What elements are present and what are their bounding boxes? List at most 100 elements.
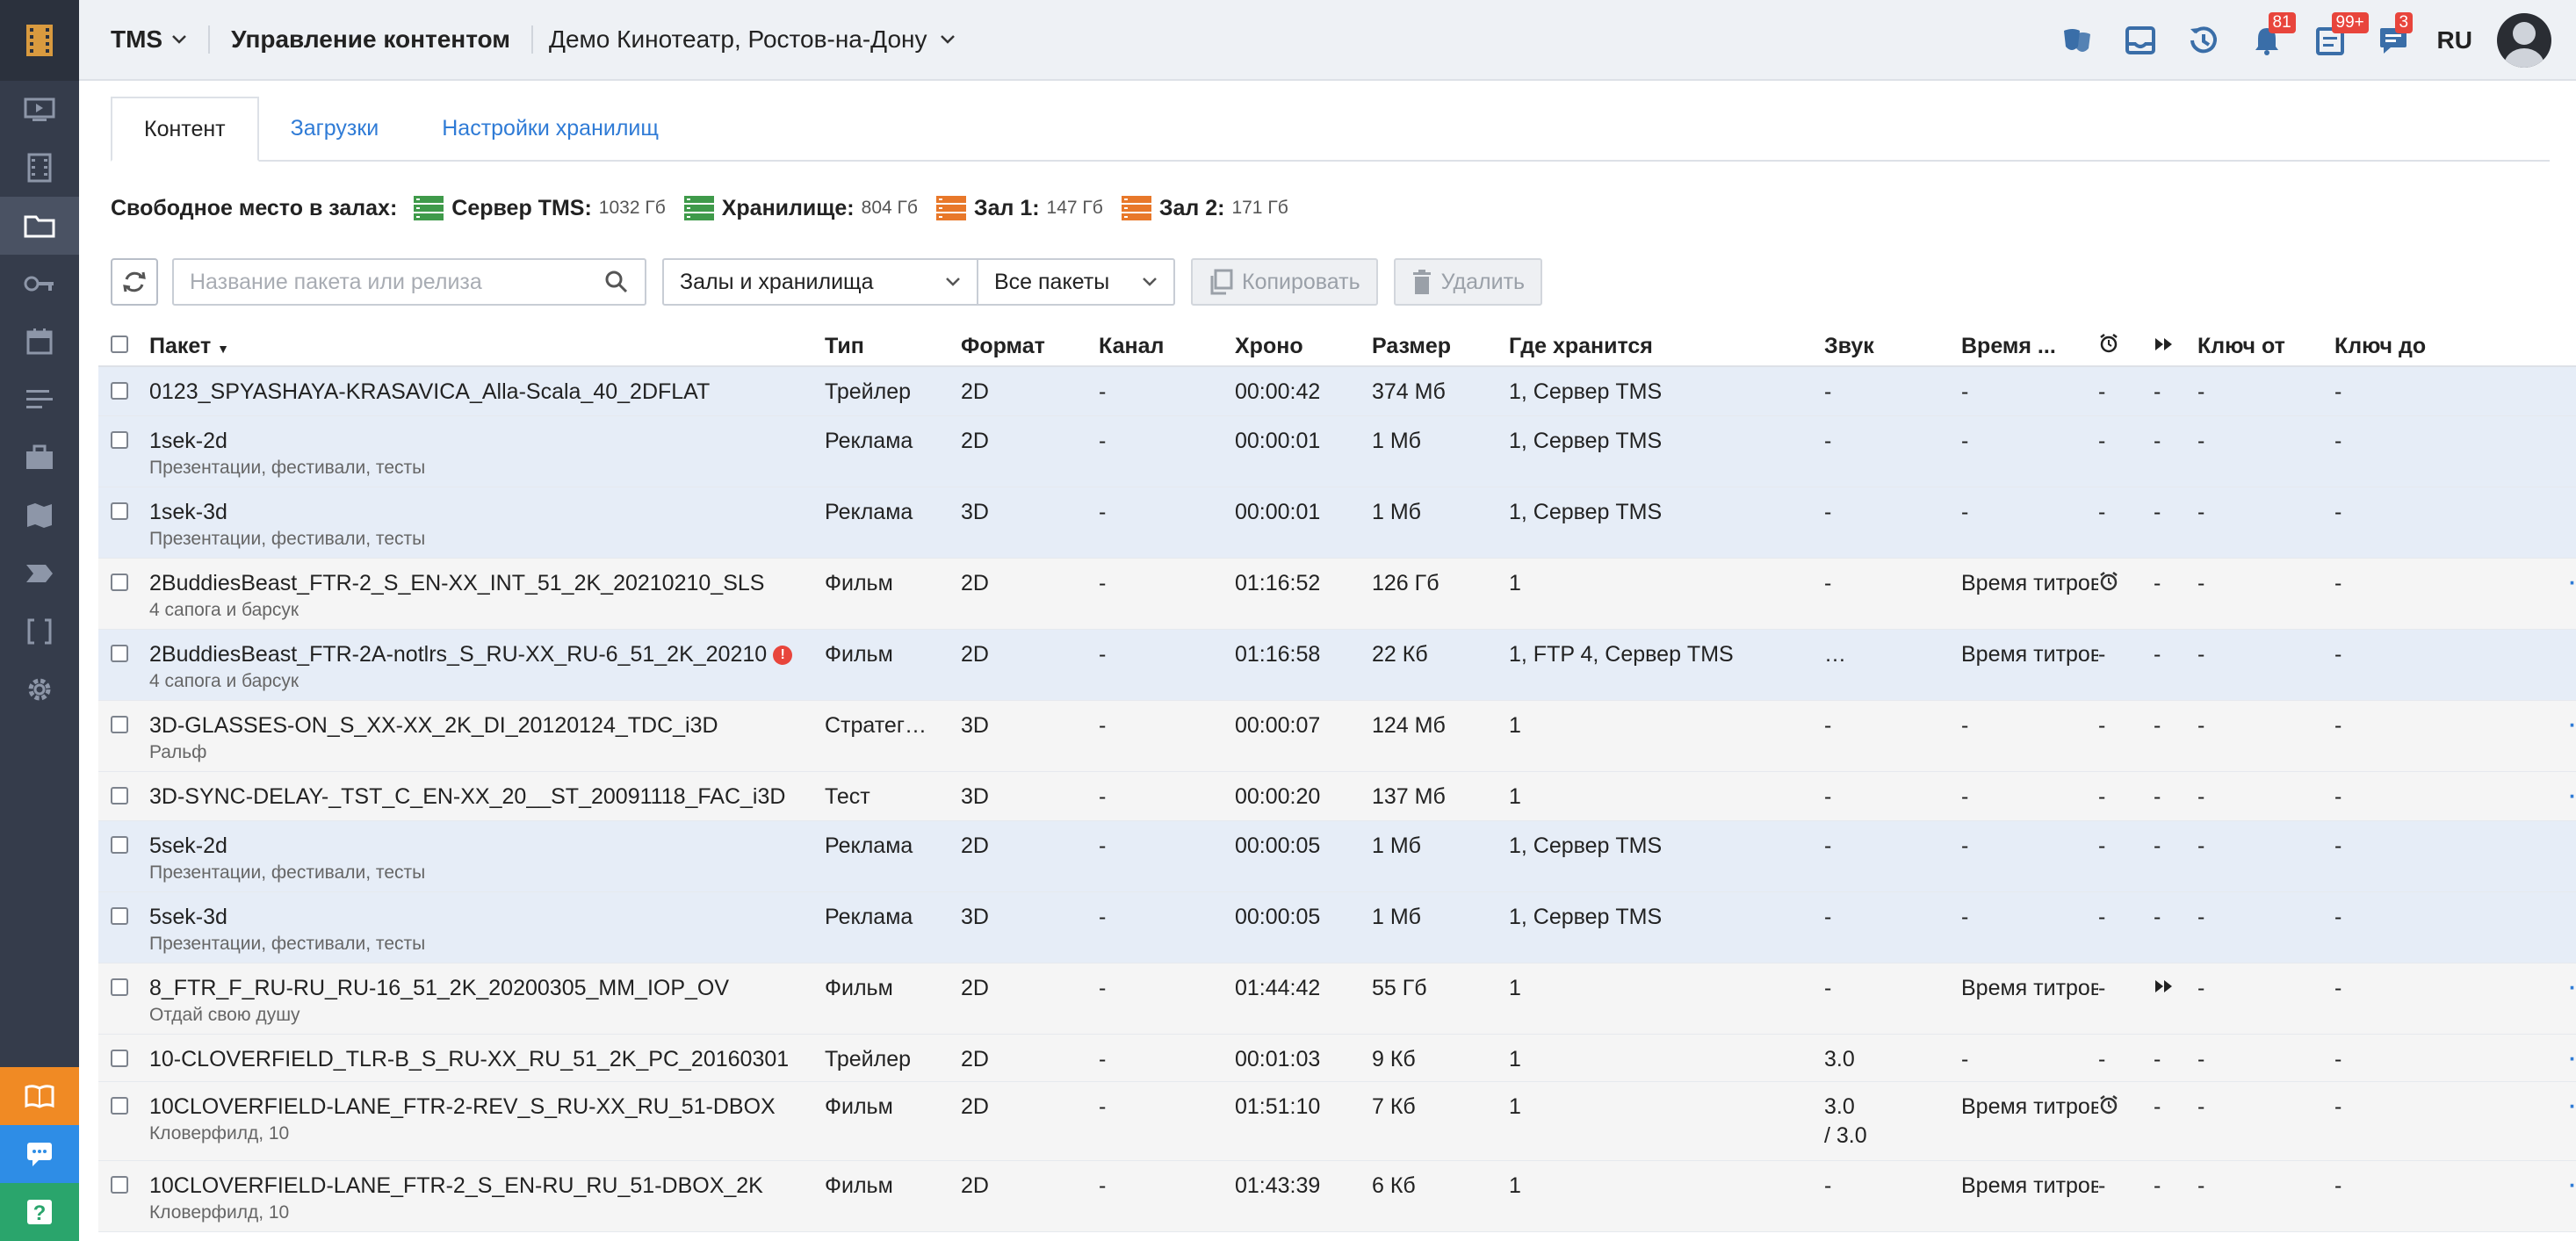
- expand-row-button[interactable]: [2471, 429, 2576, 454]
- nav-key-icon[interactable]: [0, 255, 79, 313]
- row-checkbox[interactable]: [111, 716, 128, 733]
- row-actions-button[interactable]: ···: [2471, 1094, 2576, 1120]
- question-help-icon[interactable]: ?: [0, 1183, 79, 1241]
- chat-support-icon[interactable]: [0, 1125, 79, 1183]
- col-location[interactable]: Где хранится: [1509, 333, 1653, 358]
- col-sound[interactable]: Звук: [1824, 333, 1874, 358]
- table-row[interactable]: 10CLOVERFIELD-LANE_FTR-2_S_EN-RU_RU_51-D…: [98, 1161, 2576, 1232]
- theatre-masks-icon[interactable]: [2046, 0, 2109, 81]
- row-actions-button[interactable]: ···: [2471, 571, 2576, 596]
- row-checkbox[interactable]: [111, 1176, 128, 1194]
- table-row[interactable]: 1sek-2d Презентации, фестивали, тесты Рекл…: [98, 416, 2576, 487]
- table-row[interactable]: 1sek-3d Презентации, фестивали, тесты Рекл…: [98, 487, 2576, 559]
- package-cell[interactable]: 5sek-3d Презентации, фестивали, тесты: [149, 905, 825, 955]
- table-row[interactable]: 2BuddiesBeast_FTR-2_S_EN-XX_INT_51_2K_20…: [98, 559, 2576, 630]
- table-row[interactable]: 8_FTR_F_RU-RU_RU-16_51_2K_20200305_MM_IO…: [98, 963, 2576, 1035]
- row-checkbox[interactable]: [111, 1097, 128, 1115]
- notifications-bell-icon[interactable]: 81: [2235, 0, 2298, 81]
- nav-playlist-icon[interactable]: [0, 371, 79, 429]
- row-checkbox[interactable]: [111, 645, 128, 662]
- table-row[interactable]: 10CLOVERFIELD-LANE_FTR-2-REV_S_RU-XX_RU_…: [98, 1082, 2576, 1161]
- inbox-icon[interactable]: [2109, 0, 2172, 81]
- tab-storage-settings[interactable]: Настройки хранилищ: [442, 115, 659, 141]
- nav-case-icon[interactable]: [0, 429, 79, 487]
- nav-brackets-icon[interactable]: [0, 602, 79, 660]
- copy-button[interactable]: Копировать: [1191, 258, 1378, 306]
- tab-content[interactable]: Контент: [111, 97, 259, 162]
- table-row[interactable]: 10-CLOVERFIELD_TLR-B_S_RU-XX_RU_51_2K_PC…: [98, 1035, 2576, 1082]
- row-checkbox[interactable]: [111, 907, 128, 925]
- package-cell[interactable]: 10CLOVERFIELD-LANE_FTR-2_S_EN-RU_RU_51-D…: [149, 1173, 825, 1223]
- search-icon[interactable]: [604, 270, 629, 294]
- row-checkbox[interactable]: [111, 382, 128, 400]
- table-row[interactable]: 5sek-3d Презентации, фестивали, тесты Рекл…: [98, 892, 2576, 963]
- package-cell[interactable]: 2BuddiesBeast_FTR-2A-notlrs_S_RU-XX_RU-6…: [149, 642, 825, 692]
- user-avatar[interactable]: [2497, 13, 2551, 68]
- halls-storage-select[interactable]: Залы и хранилища: [662, 258, 978, 306]
- col-package[interactable]: Пакет ▼: [149, 334, 825, 359]
- row-checkbox[interactable]: [111, 787, 128, 804]
- col-alarm[interactable]: [2098, 333, 2154, 360]
- messages-icon[interactable]: 3: [2362, 0, 2425, 81]
- package-cell[interactable]: 5sek-2d Презентации, фестивали, тесты: [149, 833, 825, 884]
- row-actions-button[interactable]: ···: [2471, 976, 2576, 1001]
- language-switcher[interactable]: RU: [2436, 26, 2472, 54]
- table-row[interactable]: 0123_SPYASHAYA-KRASAVICA_Alla-Scala_40_2…: [98, 367, 2576, 416]
- row-checkbox[interactable]: [111, 574, 128, 591]
- packages-select[interactable]: Все пакеты: [978, 258, 1175, 306]
- row-actions-button[interactable]: ···: [2471, 1047, 2576, 1072]
- col-fast-forward[interactable]: [2154, 334, 2197, 359]
- package-cell[interactable]: 1sek-3d Презентации, фестивали, тесты: [149, 500, 825, 550]
- row-checkbox[interactable]: [111, 431, 128, 449]
- expand-row-button[interactable]: [2471, 642, 2576, 667]
- row-checkbox[interactable]: [111, 836, 128, 854]
- row-checkbox[interactable]: [111, 1050, 128, 1067]
- nav-settings-gear-icon[interactable]: [0, 660, 79, 718]
- app-logo[interactable]: [0, 0, 79, 81]
- package-cell[interactable]: 8_FTR_F_RU-RU_RU-16_51_2K_20200305_MM_IO…: [149, 976, 825, 1026]
- package-cell[interactable]: 0123_SPYASHAYA-KRASAVICA_Alla-Scala_40_2…: [149, 379, 825, 405]
- package-cell[interactable]: 1sek-2d Презентации, фестивали, тесты: [149, 429, 825, 479]
- tab-downloads[interactable]: Загрузки: [290, 115, 379, 141]
- package-cell[interactable]: 10-CLOVERFIELD_TLR-B_S_RU-XX_RU_51_2K_PC…: [149, 1047, 825, 1072]
- cinema-selector[interactable]: Демо Кинотеатр, Ростов-на-Дону: [531, 25, 955, 54]
- nav-tag-icon[interactable]: [0, 545, 79, 602]
- expand-row-button[interactable]: [2471, 500, 2576, 525]
- package-cell[interactable]: 10CLOVERFIELD-LANE_FTR-2-REV_S_RU-XX_RU_…: [149, 1094, 825, 1144]
- nav-calendar-icon[interactable]: [0, 313, 79, 371]
- package-cell[interactable]: 3D-SYNC-DELAY-_TST_C_EN-XX_20__ST_200911…: [149, 784, 825, 810]
- row-actions-button[interactable]: ···: [2471, 713, 2576, 739]
- search-input[interactable]: [190, 269, 604, 295]
- col-format[interactable]: Формат: [961, 333, 1045, 358]
- expand-row-button[interactable]: [2471, 833, 2576, 859]
- table-row[interactable]: 3D-SYNC-DELAY-_TST_C_EN-XX_20__ST_200911…: [98, 772, 2576, 821]
- col-duration[interactable]: Хроно: [1235, 333, 1303, 358]
- col-type[interactable]: Тип: [825, 333, 864, 358]
- col-channel[interactable]: Канал: [1099, 333, 1165, 358]
- table-row[interactable]: 2BuddiesBeast_FTR-2A-notlrs_S_RU-XX_RU-6…: [98, 630, 2576, 701]
- row-checkbox[interactable]: [111, 978, 128, 996]
- package-cell[interactable]: 2BuddiesBeast_FTR-2_S_EN-XX_INT_51_2K_20…: [149, 571, 825, 621]
- col-time[interactable]: Время ...: [1961, 333, 2056, 358]
- nav-content-folder-icon[interactable]: [0, 197, 79, 255]
- row-actions-button[interactable]: ···: [2471, 784, 2576, 810]
- expand-row-button[interactable]: [2471, 379, 2576, 405]
- col-size[interactable]: Размер: [1372, 333, 1452, 358]
- refresh-button[interactable]: [111, 258, 158, 306]
- select-all-checkbox[interactable]: [111, 336, 128, 353]
- col-key-to[interactable]: Ключ до: [2334, 333, 2427, 358]
- delete-button[interactable]: Удалить: [1393, 258, 1543, 306]
- table-row[interactable]: 5sek-2d Презентации, фестивали, тесты Рекл…: [98, 821, 2576, 892]
- table-row[interactable]: 3D-GLASSES-ON_S_XX-XX_2K_DI_20120124_TDC…: [98, 701, 2576, 772]
- row-actions-button[interactable]: ···: [2471, 1173, 2576, 1199]
- col-key-from[interactable]: Ключ от: [2197, 333, 2285, 358]
- nav-screen-icon[interactable]: [0, 81, 79, 139]
- history-icon[interactable]: [2172, 0, 2235, 81]
- nav-film-icon[interactable]: [0, 139, 79, 197]
- app-switcher[interactable]: TMS: [111, 25, 187, 54]
- row-checkbox[interactable]: [111, 502, 128, 520]
- expand-row-button[interactable]: [2471, 905, 2576, 930]
- package-cell[interactable]: 3D-GLASSES-ON_S_XX-XX_2K_DI_20120124_TDC…: [149, 713, 825, 763]
- nav-map-icon[interactable]: [0, 487, 79, 545]
- help-book-icon[interactable]: [0, 1067, 79, 1125]
